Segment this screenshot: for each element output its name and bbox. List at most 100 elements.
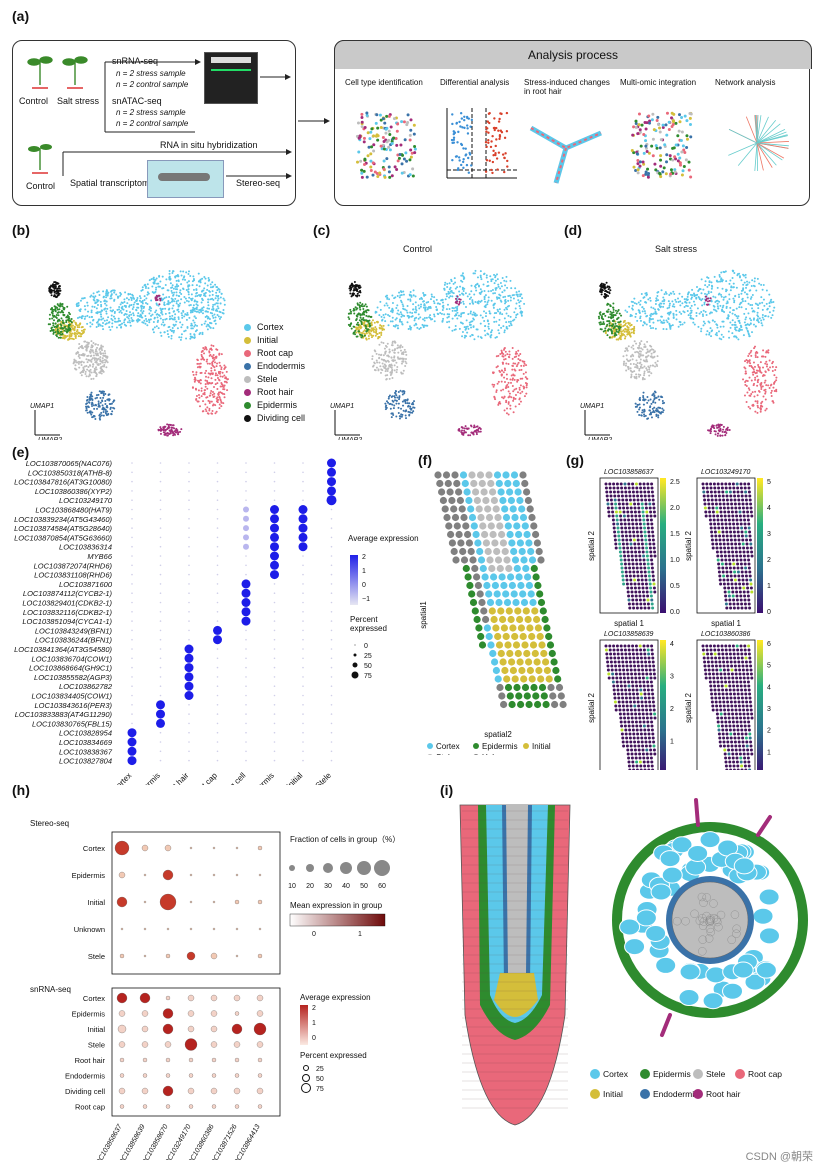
- umap-cell: [384, 350, 387, 353]
- umap-cell: [85, 344, 88, 347]
- umap-cell: [506, 286, 509, 289]
- rna-insitu-label: RNA in situ hybridization: [160, 140, 258, 150]
- umap-cell: [102, 321, 105, 324]
- umap-cell: [678, 292, 681, 295]
- umap2-label: UMAP2: [338, 437, 362, 440]
- umap-cell: [74, 322, 77, 325]
- umap-cell: [171, 426, 174, 429]
- umap-cell: [509, 320, 512, 323]
- umap-cell: [172, 270, 175, 273]
- umap-cell: [195, 288, 198, 291]
- umap-cell: [363, 313, 366, 316]
- umap-cell: [158, 314, 161, 317]
- umap-cell: [700, 299, 703, 302]
- umap-cell: [449, 290, 452, 293]
- umap-cell: [98, 417, 101, 420]
- umap-cell: [519, 384, 522, 387]
- umap-cell: [124, 306, 127, 309]
- umap-cell: [487, 327, 490, 330]
- umap-cell: [180, 312, 183, 315]
- umap-cell: [655, 297, 658, 300]
- umap-cell: [675, 300, 678, 303]
- umap-cell: [762, 349, 765, 352]
- umap-cell: [73, 332, 76, 335]
- umap-point: [397, 156, 401, 160]
- umap-cell: [59, 327, 62, 330]
- umap-cell: [103, 358, 106, 361]
- umap-cell: [126, 316, 129, 319]
- umap-cell: [733, 335, 736, 338]
- umap-cell: [91, 357, 94, 360]
- umap-cell: [392, 400, 395, 403]
- umap-cell: [92, 318, 95, 321]
- umap-cell: [175, 300, 178, 303]
- umap-cell: [635, 359, 638, 362]
- umap-cell: [85, 409, 88, 412]
- volcano-point: [485, 159, 489, 162]
- umap-point: [382, 167, 386, 171]
- umap-cell: [218, 396, 221, 399]
- umap-cell: [92, 363, 95, 366]
- umap-cell: [172, 304, 175, 307]
- umap-cell: [489, 336, 492, 339]
- umap-cell: [612, 302, 615, 305]
- umap-cell: [206, 387, 209, 390]
- umap-cell: [446, 286, 449, 289]
- umap-cell: [474, 286, 477, 289]
- umap-cell: [62, 306, 65, 309]
- umap-point: [646, 167, 650, 171]
- umap-cell: [196, 304, 199, 307]
- umap-cell: [704, 292, 707, 295]
- umap-cell: [458, 327, 461, 330]
- umap-cell: [507, 304, 510, 307]
- umap-cell: [627, 322, 630, 325]
- umap-cell: [196, 300, 199, 303]
- umap-cell: [740, 279, 743, 282]
- umap-cell: [771, 314, 774, 317]
- analysis-step-3: Stress-induced changes in root hair: [524, 78, 610, 96]
- umap-cell: [160, 323, 163, 326]
- umap-cell: [88, 373, 91, 376]
- umap-cell: [112, 406, 115, 409]
- umap-cell: [663, 293, 666, 296]
- umap-cell: [132, 314, 135, 317]
- umap-cell: [758, 282, 761, 285]
- umap-cell: [144, 285, 147, 288]
- umap-cell: [643, 372, 646, 375]
- umap-cell: [734, 326, 737, 329]
- umap-cell: [629, 367, 632, 370]
- umap-cell: [151, 313, 154, 316]
- umap-cell: [128, 314, 131, 317]
- umap-cell: [645, 323, 648, 326]
- umap-cell: [773, 389, 776, 392]
- umap-cell: [217, 297, 220, 300]
- umap-point: [644, 172, 648, 176]
- umap-cell: [105, 414, 108, 417]
- umap-cell: [91, 365, 94, 368]
- umap-cell: [162, 324, 165, 327]
- umap-cell: [422, 291, 425, 294]
- umap-point: [367, 145, 371, 149]
- umap-cell: [104, 302, 107, 305]
- umap-cell: [665, 292, 668, 295]
- umap-cell: [655, 407, 658, 410]
- umap-cell: [446, 321, 449, 324]
- umap-cell: [67, 338, 70, 341]
- umap-cell: [396, 396, 399, 399]
- umap-cell: [686, 293, 689, 296]
- umap-cell: [416, 326, 419, 329]
- umap-cell: [171, 318, 174, 321]
- umap-cell: [503, 347, 506, 350]
- umap-cell: [219, 370, 222, 373]
- umap-cell: [384, 360, 387, 363]
- umap-point: [659, 175, 663, 179]
- umap-cell: [669, 327, 672, 330]
- umap-cell: [65, 321, 68, 324]
- umap-cell: [512, 396, 515, 399]
- umap-cell: [603, 285, 606, 288]
- umap-cell: [435, 306, 438, 309]
- umap-cell: [394, 341, 397, 344]
- umap-cell: [700, 292, 703, 295]
- umap-cell: [53, 281, 56, 284]
- umap-cell: [347, 316, 350, 319]
